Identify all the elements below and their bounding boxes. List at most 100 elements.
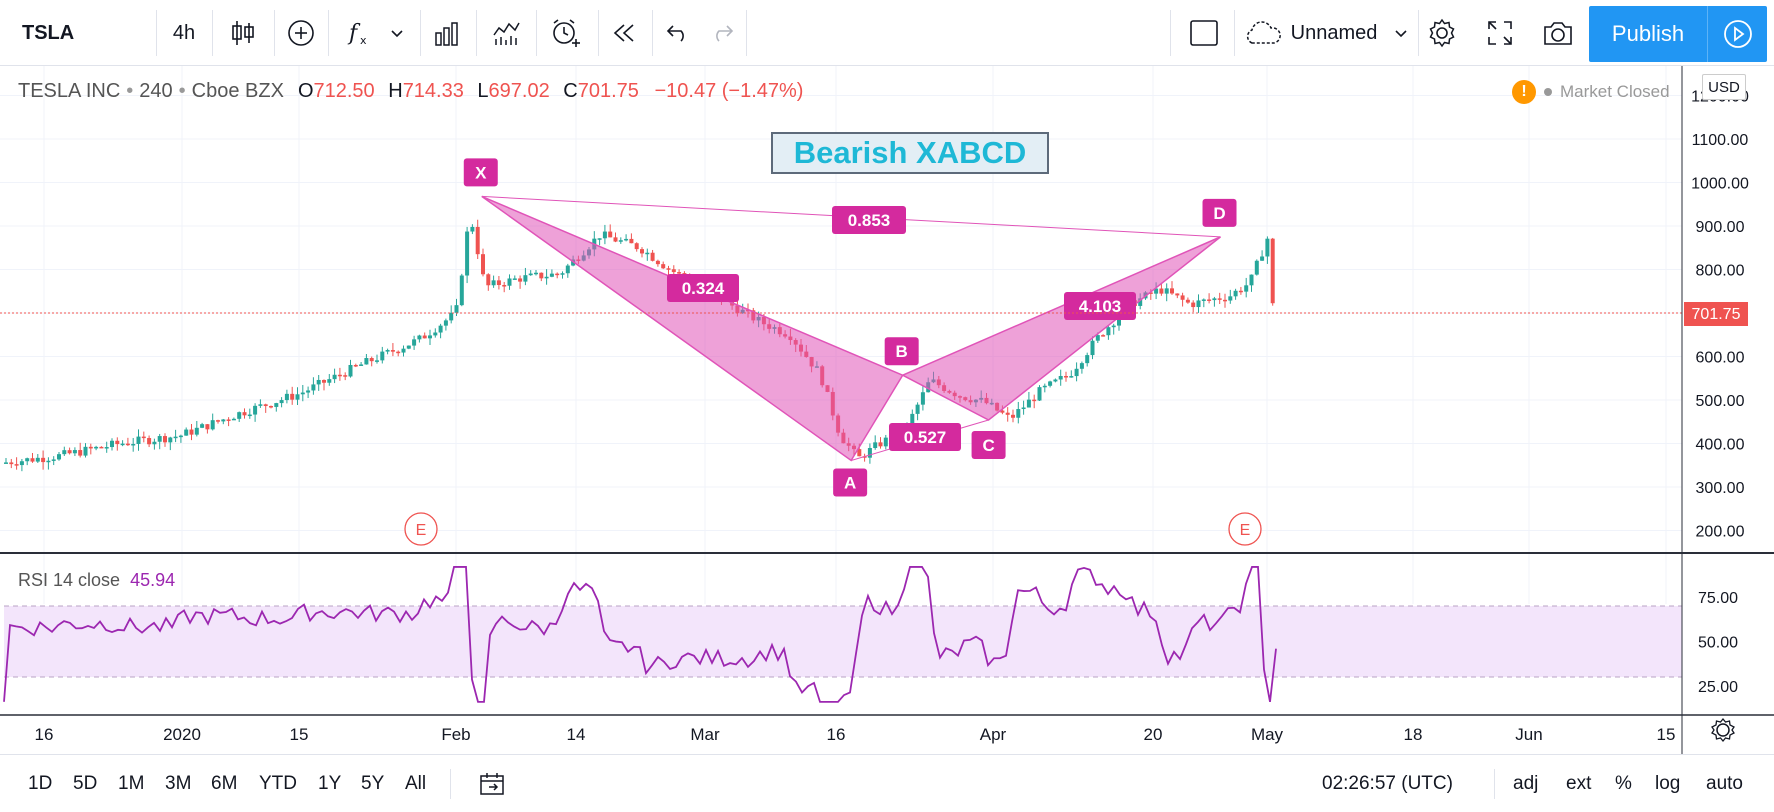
timeframe-all[interactable]: All: [405, 755, 426, 812]
candle-body: [369, 358, 374, 362]
chart-type-button[interactable]: [214, 0, 272, 66]
label-box: [884, 337, 919, 366]
candle-body: [110, 440, 114, 448]
candle-body: [666, 268, 671, 270]
candle-body: [348, 364, 353, 377]
candle-body: [327, 379, 332, 383]
calendar-icon: [480, 773, 504, 795]
snapshot-button[interactable]: [1536, 0, 1580, 66]
candle-body: [279, 400, 284, 404]
clock[interactable]: 02:26:57 (UTC): [1322, 755, 1453, 812]
candle-body: [1079, 363, 1084, 369]
candle-body: [322, 379, 326, 383]
ext-toggle[interactable]: ext: [1566, 755, 1591, 812]
timeframe-ytd[interactable]: YTD: [259, 755, 297, 812]
candle-body: [99, 446, 104, 449]
label-box: [667, 274, 739, 302]
ratio-xab-label[interactable]: 0.324: [667, 274, 739, 302]
candle-body: [1026, 399, 1031, 408]
adj-label: adj: [1513, 773, 1539, 794]
candle-body: [157, 436, 162, 442]
replay-button[interactable]: [600, 0, 648, 66]
status-dot: [1544, 88, 1552, 96]
candle-body: [51, 459, 56, 461]
xabcd-pattern[interactable]: X A B C D 0.853 0.324 0.527 4.103: [463, 158, 1237, 497]
goto-date-button[interactable]: [478, 755, 506, 812]
last-price-label: 701.75: [1692, 306, 1741, 323]
candle-body: [1164, 288, 1169, 294]
auto-label: auto: [1706, 773, 1743, 794]
fullscreen-button[interactable]: [1478, 0, 1522, 66]
percent-toggle[interactable]: %: [1615, 755, 1632, 812]
candle-body: [62, 450, 67, 455]
timeframe-5y[interactable]: 5Y: [361, 755, 384, 812]
undo-button[interactable]: [656, 0, 700, 66]
candle-body: [544, 276, 549, 279]
candle-body: [94, 446, 99, 449]
rsi-label: RSI 14 close: [18, 570, 121, 590]
pattern-title[interactable]: Bearish XABCD: [771, 132, 1049, 174]
candle-body: [428, 335, 432, 339]
auto-toggle[interactable]: auto: [1706, 755, 1743, 812]
earnings-marker-1[interactable]: E: [404, 512, 438, 546]
timeframe-1y[interactable]: 1Y: [318, 755, 341, 812]
currency-button[interactable]: USD: [1702, 74, 1746, 100]
candle-body: [857, 449, 862, 457]
point-d-label[interactable]: D: [1202, 198, 1237, 227]
price-tick-label: 1000.00: [1691, 176, 1749, 193]
percent-label: %: [1615, 773, 1632, 794]
rsi-axis[interactable]: 75.00 50.00 25.00: [1698, 590, 1738, 696]
point-c-label[interactable]: C: [971, 431, 1006, 460]
candle-body: [422, 335, 427, 339]
point-b-label[interactable]: B: [884, 337, 919, 366]
interval-button[interactable]: 4h: [158, 0, 210, 66]
point-x-label[interactable]: X: [463, 158, 498, 187]
candle-body: [332, 374, 337, 380]
candle-body: [390, 350, 395, 352]
candle-body: [141, 436, 146, 439]
ratio-ac-label[interactable]: 0.527: [889, 423, 961, 451]
point-a-label[interactable]: A: [833, 468, 868, 497]
play-button[interactable]: [1707, 6, 1767, 62]
earnings-marker-2[interactable]: E: [1228, 512, 1262, 546]
earnings-label: E: [1240, 522, 1251, 539]
timeframe-5d[interactable]: 5D: [73, 755, 97, 812]
redo-button[interactable]: [700, 0, 744, 66]
candle-body: [1201, 299, 1206, 301]
candle-body: [221, 419, 226, 422]
label-box: [971, 431, 1006, 460]
market-status[interactable]: ! Market Closed: [1512, 80, 1670, 104]
rsi-line: [3, 566, 1277, 703]
price-tick-label: 1100.00: [1692, 132, 1749, 149]
settings-button[interactable]: [1420, 0, 1464, 66]
financials-button[interactable]: [422, 0, 472, 66]
timeframe-1d[interactable]: 1D: [28, 755, 52, 812]
candle-body: [263, 404, 268, 407]
alert-button[interactable]: [538, 0, 594, 66]
candle-body: [30, 458, 35, 462]
timeframe-label: YTD: [259, 773, 297, 794]
time-axis[interactable]: 16 2020 15 Feb 14 Mar 16 Apr 20 May 18 Jun 15: [35, 725, 1676, 744]
templates-button[interactable]: [480, 0, 532, 66]
timeframe-1m[interactable]: 1M: [118, 755, 144, 812]
candle-body: [1111, 325, 1116, 328]
ratio-xd-label[interactable]: 0.853: [832, 206, 906, 234]
settings-icon[interactable]: [1711, 717, 1735, 743]
adj-toggle[interactable]: adj: [1513, 755, 1538, 812]
log-toggle[interactable]: log: [1655, 755, 1680, 812]
timeframe-3m[interactable]: 3M: [165, 755, 191, 812]
candle-body: [178, 435, 183, 438]
timeframe-6m[interactable]: 6M: [211, 755, 237, 812]
ratio-bcd-label[interactable]: 4.103: [1064, 292, 1136, 320]
publish-button[interactable]: Publish: [1589, 6, 1707, 62]
layout-button[interactable]: [1176, 0, 1232, 66]
candle-body: [189, 429, 194, 435]
symbol-search[interactable]: TSLA: [0, 0, 156, 66]
candle-body: [883, 437, 888, 447]
compare-button[interactable]: [276, 0, 326, 66]
time-tick-label: 18: [1404, 725, 1423, 744]
save-layout-menu[interactable]: Unnamed: [1238, 0, 1414, 66]
candle-body: [1048, 381, 1053, 386]
